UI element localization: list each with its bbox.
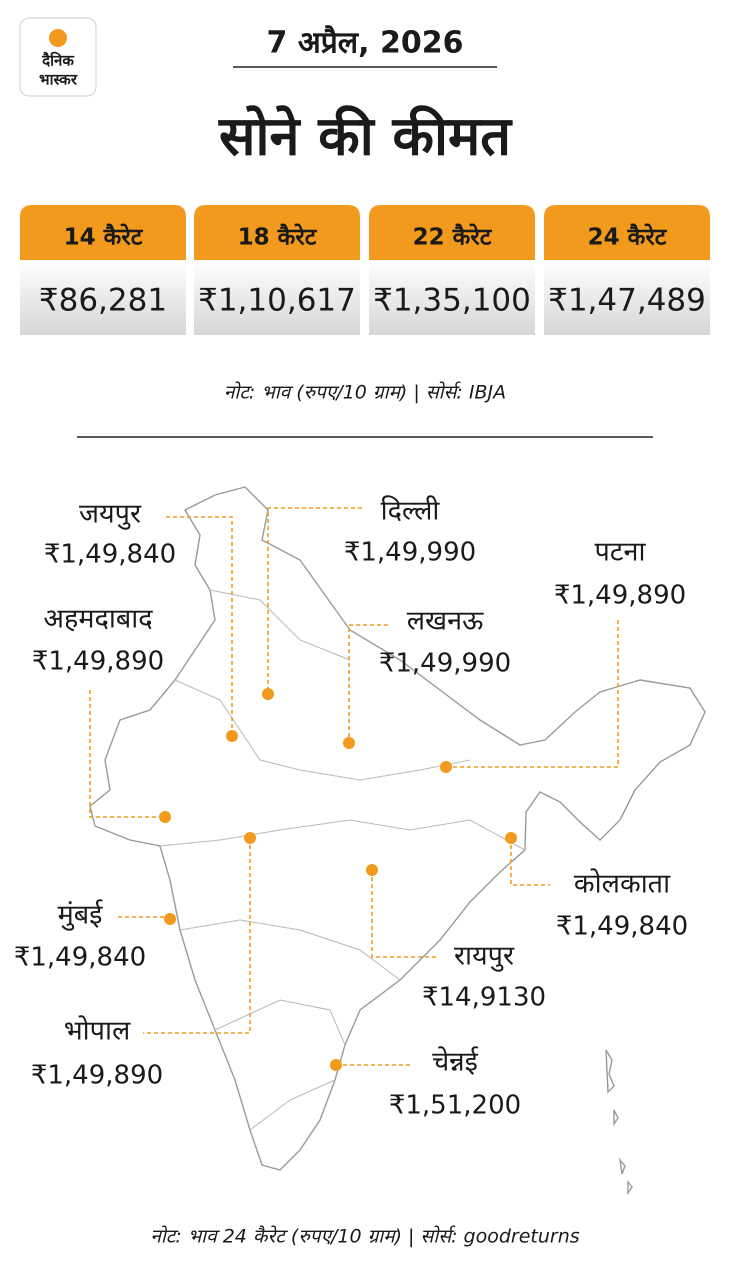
city-dot [366,864,378,876]
note: नोट: भाव (रुपए/10 ग्राम) | सोर्स: IBJA [224,381,506,404]
karat-price: ₹1,10,617 [198,283,356,319]
city-dot [262,688,274,700]
city-price: ₹14,9130 [422,983,546,1013]
india-map [89,486,706,1196]
city-price: ₹1,49,990 [379,649,511,679]
city-dot [244,832,256,844]
leader-line [371,870,436,958]
city-dot [343,737,355,749]
city-name: अहमदाबाद [43,604,153,635]
title: सोने की कीमत [218,105,513,168]
card-header [194,205,360,260]
karat-label: 14 कैरेट [64,223,144,251]
karat-cards: 14 कैरेट ₹86,281 18 कैरेट ₹1,10,617 22 कैरेट… [20,205,710,335]
city-dot [440,761,452,773]
city-name: कोलकाता [574,868,671,900]
karat-label: 24 कैरेट [588,223,668,251]
card-header [369,205,535,260]
city-name: जयपुर [79,499,142,531]
karat-label: 18 कैरेट [238,223,318,251]
city-price: ₹1,49,890 [554,581,686,611]
card-value-bg [194,260,360,335]
city-price: ₹1,51,200 [389,1091,521,1121]
karat-price: ₹1,35,100 [373,283,531,319]
footer-note: नोट: भाव 24 कैरेट (रुपए/10 ग्राम) | सोर्… [150,1225,579,1248]
city-name: चेन्नई [432,1046,479,1078]
karat-price: ₹1,47,489 [548,283,706,319]
city-dot [330,1059,342,1071]
logo-box [19,17,97,97]
city-name: पटना [595,537,647,568]
city-name: दिल्ली [381,495,441,527]
city-name: लखनऊ [407,606,484,637]
city-name: मुंबई [58,899,104,932]
logo-sun [49,29,67,47]
city-price: ₹1,49,840 [556,912,688,942]
city-price: ₹1,49,840 [44,540,176,570]
leader-line [166,516,233,736]
city-name: भोपाल [64,1015,131,1047]
card-value-bg [20,260,186,335]
karat-label: 22 कैरेट [413,223,493,251]
logo-line: दैनिक [41,52,75,70]
city-price: ₹1,49,890 [31,1061,163,1091]
card-header [20,205,186,260]
city-dot [505,832,517,844]
card-header [544,205,710,260]
card-value-bg [544,260,710,335]
leader-line [143,838,251,1034]
city-name: रायपुर [454,941,515,973]
date: 7 अप्रैल, 2026 [267,25,464,61]
city-dot [164,913,176,925]
city-price: ₹1,49,990 [344,538,476,568]
city-labels: जयपुर ₹1,49,840 दिल्ली ₹1,49,990 पटना ₹1,49,8… [14,495,688,1121]
city-dot [159,811,171,823]
logo-line: भास्कर [39,71,78,89]
card-value-bg [369,260,535,335]
city-dot [226,730,238,742]
leader-line [267,507,362,694]
leader-line [446,620,619,768]
leader-line [89,690,165,818]
leader-line [510,838,550,886]
city-price: ₹1,49,840 [14,943,146,973]
leader-line [348,624,388,743]
karat-price: ₹86,281 [39,283,167,319]
city-price: ₹1,49,890 [32,647,164,677]
